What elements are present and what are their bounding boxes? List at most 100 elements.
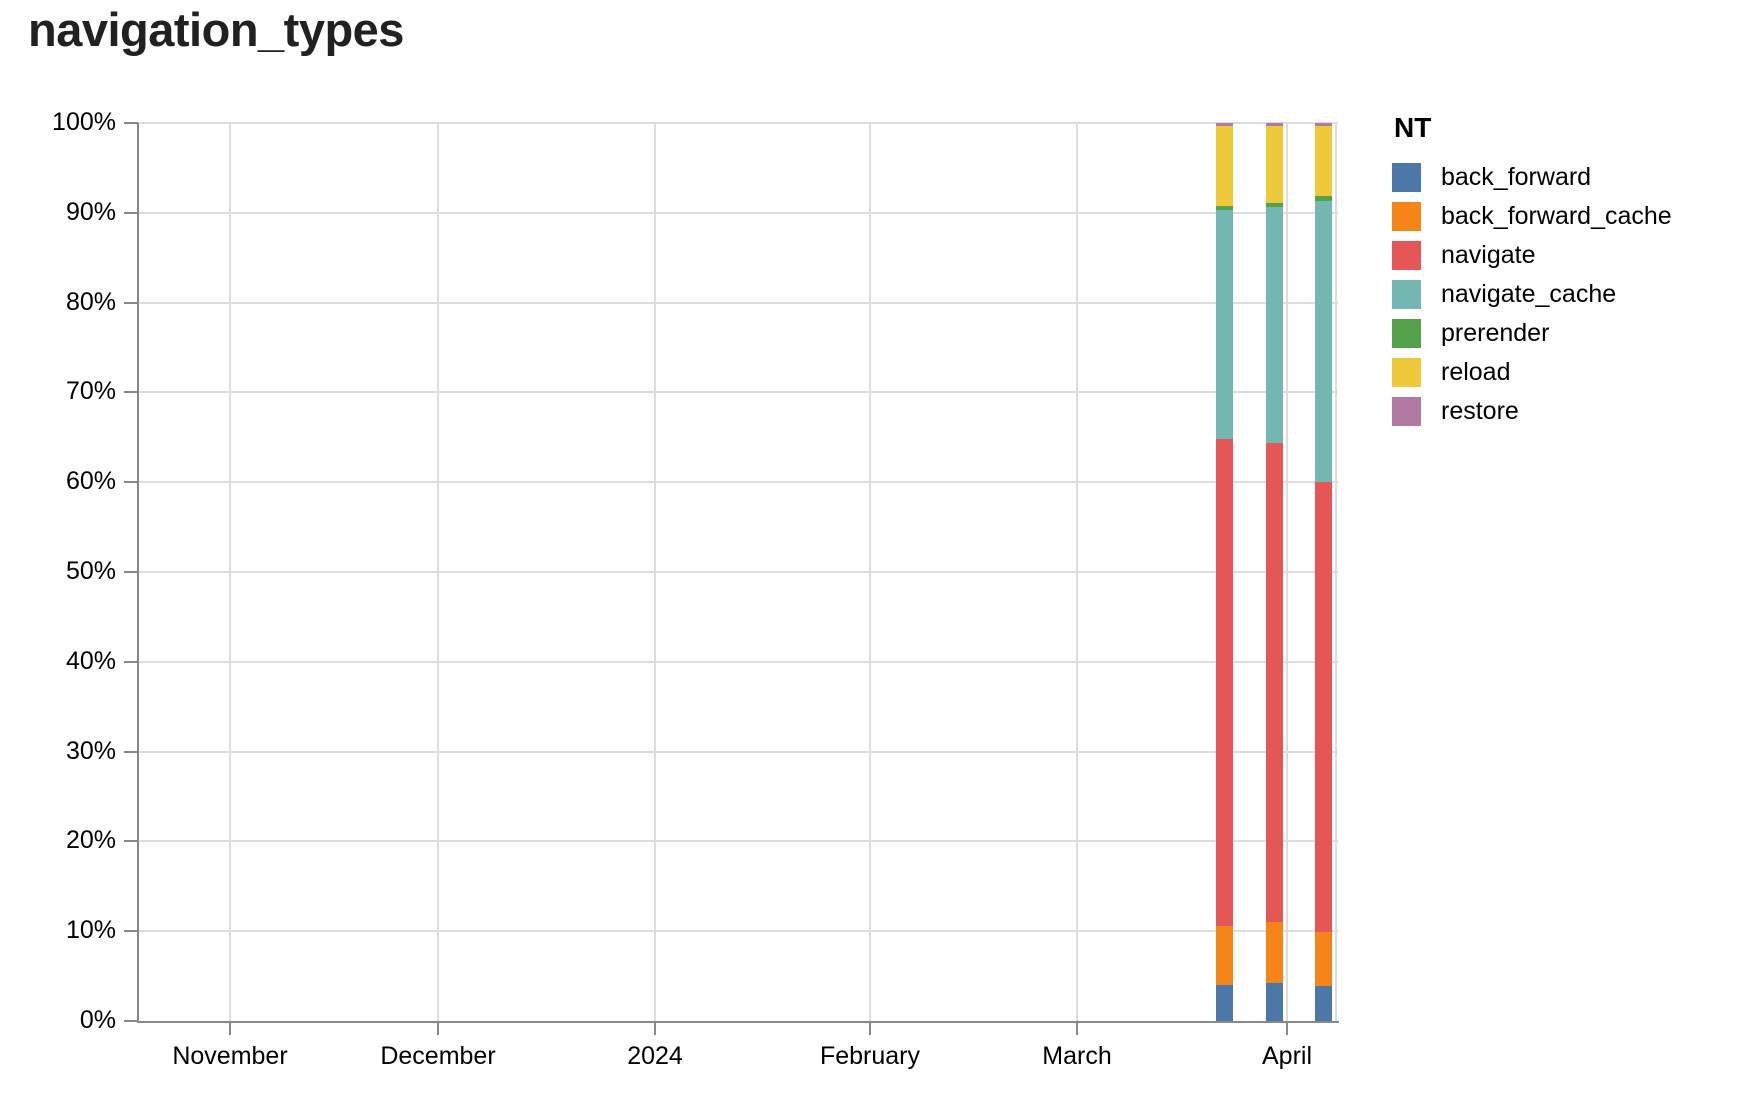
- legend-label-navigate_cache: navigate_cache: [1441, 280, 1617, 308]
- h-gridline-80%: [138, 301, 1338, 304]
- x-tick: [229, 1022, 231, 1035]
- y-tick: [124, 301, 138, 304]
- bar-1-segment-reload: [1216, 125, 1233, 206]
- legend-label-restore: restore: [1441, 397, 1519, 425]
- y-axis-label-20%: 20%: [65, 826, 116, 855]
- y-axis-label-30%: 30%: [65, 736, 116, 765]
- y-tick: [124, 660, 138, 663]
- y-tick: [124, 930, 138, 933]
- y-tick: [124, 122, 138, 124]
- legend-items: back_forward back_forward_cache navigate na…: [1392, 158, 1672, 431]
- y-axis-label-10%: 10%: [65, 916, 116, 945]
- bar-3-segment-navigate: [1315, 482, 1332, 933]
- y-tick: [124, 211, 138, 214]
- x-axis-label-November: November: [172, 1042, 288, 1070]
- legend-item-restore: restore: [1392, 392, 1672, 431]
- bar-3-segment-restore: [1315, 123, 1332, 126]
- y-tick: [124, 750, 138, 753]
- bar-1-segment-back_forward_cache: [1216, 925, 1233, 986]
- y-axis-label-90%: 90%: [65, 197, 116, 226]
- bar-1-segment-prerender: [1216, 205, 1233, 211]
- y-tick: [124, 1020, 138, 1022]
- stacked-bar-3: [1315, 123, 1332, 1021]
- y-axis-label-100%: 100%: [52, 108, 116, 136]
- y-axis-line: [137, 123, 139, 1023]
- bar-1-segment-navigate_cache: [1216, 210, 1233, 440]
- x-tick: [654, 1022, 656, 1035]
- legend-item-navigate: navigate: [1392, 236, 1672, 275]
- swatch-teal-icon: [1392, 280, 1421, 309]
- bar-2-segment-reload: [1266, 125, 1283, 203]
- legend-item-prerender: prerender: [1392, 314, 1672, 353]
- v-gridline-March: [1076, 123, 1078, 1021]
- h-gridline-50%: [138, 571, 1338, 573]
- h-gridline-90%: [138, 211, 1338, 214]
- y-tick: [124, 391, 138, 394]
- x-axis-label-April: April: [1261, 1042, 1312, 1070]
- x-axis-label-February: February: [819, 1042, 921, 1070]
- y-axis-label-80%: 80%: [65, 287, 116, 316]
- x-tick: [437, 1022, 439, 1035]
- swatch-red-icon: [1392, 241, 1421, 270]
- h-gridline-20%: [138, 840, 1338, 843]
- bar-3-segment-back_forward: [1315, 985, 1332, 1021]
- x-tick: [1076, 1022, 1078, 1035]
- x-tick: [869, 1022, 871, 1035]
- chart-title: navigation_types: [28, 3, 404, 56]
- x-axis-label-March: March: [1042, 1042, 1112, 1070]
- stacked-bar-2: [1266, 123, 1283, 1021]
- x-axis-label-2024: 2024: [627, 1042, 683, 1070]
- bar-2-segment-prerender: [1266, 202, 1283, 208]
- v-gridline-April: [1286, 123, 1288, 1021]
- bar-3-segment-reload: [1315, 125, 1332, 196]
- h-gridline-40%: [138, 660, 1338, 663]
- v-gridline-2024: [654, 123, 656, 1021]
- v-gridline-February: [869, 123, 871, 1021]
- legend-item-reload: reload: [1392, 353, 1672, 392]
- h-gridline-70%: [138, 391, 1338, 394]
- legend-item-navigate_cache: navigate_cache: [1392, 275, 1672, 314]
- bar-3-segment-navigate_cache: [1315, 201, 1332, 483]
- x-axis-label-December: December: [380, 1042, 496, 1070]
- bar-2-segment-navigate_cache: [1266, 207, 1283, 443]
- swatch-orange-icon: [1392, 202, 1421, 231]
- legend-label-back_forward_cache: back_forward_cache: [1441, 202, 1672, 230]
- v-gridline-November: [229, 123, 231, 1021]
- y-axis-label-40%: 40%: [65, 646, 116, 675]
- bar-2-segment-restore: [1266, 123, 1283, 126]
- bar-3-segment-back_forward_cache: [1315, 932, 1332, 986]
- v-gridline-domain-end: [1335, 123, 1337, 1021]
- swatch-blue-icon: [1392, 163, 1421, 192]
- y-tick: [124, 481, 138, 484]
- plot-area: [138, 122, 1338, 1021]
- bar-2-segment-back_forward_cache: [1266, 922, 1283, 984]
- swatch-green-icon: [1392, 319, 1421, 348]
- bar-1-segment-restore: [1216, 123, 1233, 126]
- y-axis-label-70%: 70%: [65, 377, 116, 406]
- legend-label-back_forward: back_forward: [1441, 163, 1592, 191]
- bar-2-segment-navigate: [1266, 442, 1283, 923]
- legend-label-prerender: prerender: [1441, 319, 1550, 347]
- h-gridline-100%: [138, 122, 1338, 124]
- swatch-purple-icon: [1392, 397, 1421, 426]
- legend-label-navigate: navigate: [1441, 241, 1536, 269]
- h-gridline-30%: [138, 750, 1338, 753]
- legend-title: NT: [1394, 112, 1432, 143]
- bar-1-segment-back_forward: [1216, 985, 1233, 1021]
- x-tick: [1286, 1022, 1288, 1035]
- h-gridline-60%: [138, 481, 1338, 484]
- y-tick: [124, 840, 138, 843]
- bar-3-segment-prerender: [1315, 195, 1332, 202]
- y-axis-label-60%: 60%: [65, 467, 116, 496]
- stacked-bar-1: [1216, 123, 1233, 1021]
- y-axis-label-0%: 0%: [79, 1006, 116, 1034]
- bar-2-segment-back_forward: [1266, 983, 1283, 1021]
- legend-label-reload: reload: [1441, 358, 1511, 386]
- y-tick: [124, 571, 138, 573]
- v-gridline-December: [437, 123, 439, 1021]
- bar-1-segment-navigate: [1216, 439, 1233, 926]
- x-axis-line: [137, 1021, 1339, 1023]
- h-gridline-10%: [138, 930, 1338, 933]
